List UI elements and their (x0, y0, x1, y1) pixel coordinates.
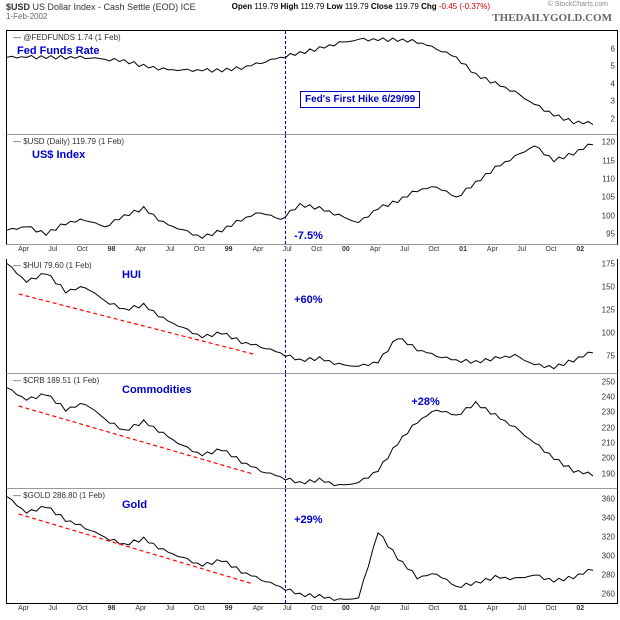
x-tick: Apr (18, 246, 29, 253)
x-tick: Oct (311, 605, 322, 612)
price-line (7, 264, 593, 369)
y-tick: 250 (602, 377, 615, 386)
y-tick: 200 (602, 454, 615, 463)
y-tick: 340 (602, 513, 615, 522)
y-tick: 320 (602, 532, 615, 541)
header-symbol: $USD (6, 2, 30, 12)
x-tick: Oct (194, 605, 205, 612)
x-tick: Jul (517, 605, 526, 612)
x-tick: 01 (459, 246, 467, 253)
x-tick: 02 (576, 605, 584, 612)
y-tick: 260 (602, 590, 615, 599)
price-line (7, 144, 593, 238)
y-tick: 150 (602, 282, 615, 291)
series-svg (7, 259, 593, 374)
y-tick: 240 (602, 393, 615, 402)
series-svg (7, 489, 593, 604)
x-tick: Oct (77, 246, 88, 253)
pct-label: +28% (411, 396, 439, 408)
series-svg (7, 374, 593, 489)
header-stats: Open 119.79 High 119.79 Low 119.79 Close… (232, 2, 490, 11)
trendline (19, 294, 253, 354)
trendline (19, 514, 253, 584)
x-tick: 00 (342, 605, 350, 612)
y-tick: 110 (602, 175, 615, 184)
y-tick: 190 (602, 469, 615, 478)
pct-label: +60% (294, 294, 322, 306)
annotation-box: Fed's First Hike 6/29/99 (300, 91, 420, 108)
y-tick: 3 (611, 97, 615, 106)
panel-usd: — $USD (Daily) 119.79 (1 Feb)US$ Index95… (6, 135, 618, 245)
y-tick: 95 (606, 230, 615, 239)
pct-label: -7.5% (294, 230, 323, 242)
x-tick: Apr (18, 605, 29, 612)
x-tick: Apr (253, 246, 264, 253)
y-tick: 300 (602, 552, 615, 561)
x-tick: Apr (253, 605, 264, 612)
y-tick: 75 (606, 351, 615, 360)
x-tick: Oct (194, 246, 205, 253)
y-tick: 280 (602, 571, 615, 580)
x-tick: Apr (370, 246, 381, 253)
panel-hui: — $HUI 79.60 (1 Feb)HUI75100125150175+60… (6, 259, 618, 374)
y-tick: 100 (602, 328, 615, 337)
x-axis: Apr Jul Oct 98 Apr Jul Oct 99 Apr Jul Oct 00 Apr Jul O… (6, 604, 592, 618)
pct-label: +29% (294, 514, 322, 526)
series-svg (7, 135, 593, 245)
series-svg (7, 31, 593, 136)
y-tick: 6 (611, 44, 615, 53)
site-logo: THEDAILYGOLD.COM (492, 12, 612, 24)
x-tick: Jul (283, 246, 292, 253)
x-tick: Oct (311, 246, 322, 253)
y-tick: 125 (602, 305, 615, 314)
y-tick: 115 (602, 156, 615, 165)
x-tick: Jul (166, 605, 175, 612)
x-tick: 98 (108, 246, 116, 253)
x-tick: 99 (225, 246, 233, 253)
x-tick: Oct (428, 246, 439, 253)
y-tick: 105 (602, 193, 615, 202)
x-tick: Apr (370, 605, 381, 612)
y-tick: 360 (602, 494, 615, 503)
panel-fedfunds: — @FEDFUNDS 1.74 (1 Feb)Fed Funds Rate23… (6, 30, 618, 135)
y-tick: 120 (602, 138, 615, 147)
x-tick: 98 (108, 605, 116, 612)
x-tick: Apr (487, 246, 498, 253)
panel-crb: — $CRB 189.51 (1 Feb)Commodities19020021… (6, 374, 618, 489)
y-tick: 175 (602, 259, 615, 268)
y-tick: 230 (602, 408, 615, 417)
x-tick: 01 (459, 605, 467, 612)
x-tick: Jul (166, 246, 175, 253)
x-tick: Oct (77, 605, 88, 612)
x-tick: Jul (48, 605, 57, 612)
y-tick: 2 (611, 114, 615, 123)
x-tick: Oct (546, 605, 557, 612)
header-title: US Dollar Index - Cash Settle (EOD) ICE (33, 2, 196, 12)
x-tick: 00 (342, 246, 350, 253)
trendline (19, 406, 253, 474)
x-tick: Apr (487, 605, 498, 612)
x-tick: 02 (576, 246, 584, 253)
panel-gold: — $GOLD 286.80 (1 Feb)Gold26028030032034… (6, 489, 618, 604)
x-tick: Jul (400, 246, 409, 253)
source-label: © StockCharts.com (548, 1, 608, 8)
y-tick: 100 (602, 211, 615, 220)
x-tick: Oct (428, 605, 439, 612)
x-tick: Jul (517, 246, 526, 253)
x-axis: Apr Jul Oct 98 Apr Jul Oct 99 Apr Jul Oct 00 Apr Jul O… (6, 245, 592, 259)
price-line (7, 38, 593, 125)
x-tick: Apr (135, 605, 146, 612)
y-tick: 4 (611, 79, 615, 88)
x-tick: Oct (546, 246, 557, 253)
x-tick: Apr (135, 246, 146, 253)
x-tick: Jul (400, 605, 409, 612)
y-tick: 5 (611, 62, 615, 71)
y-tick: 210 (602, 439, 615, 448)
x-tick: 99 (225, 605, 233, 612)
y-tick: 220 (602, 423, 615, 432)
x-tick: Jul (283, 605, 292, 612)
x-tick: Jul (48, 246, 57, 253)
price-line (7, 388, 593, 486)
price-line (7, 497, 593, 601)
